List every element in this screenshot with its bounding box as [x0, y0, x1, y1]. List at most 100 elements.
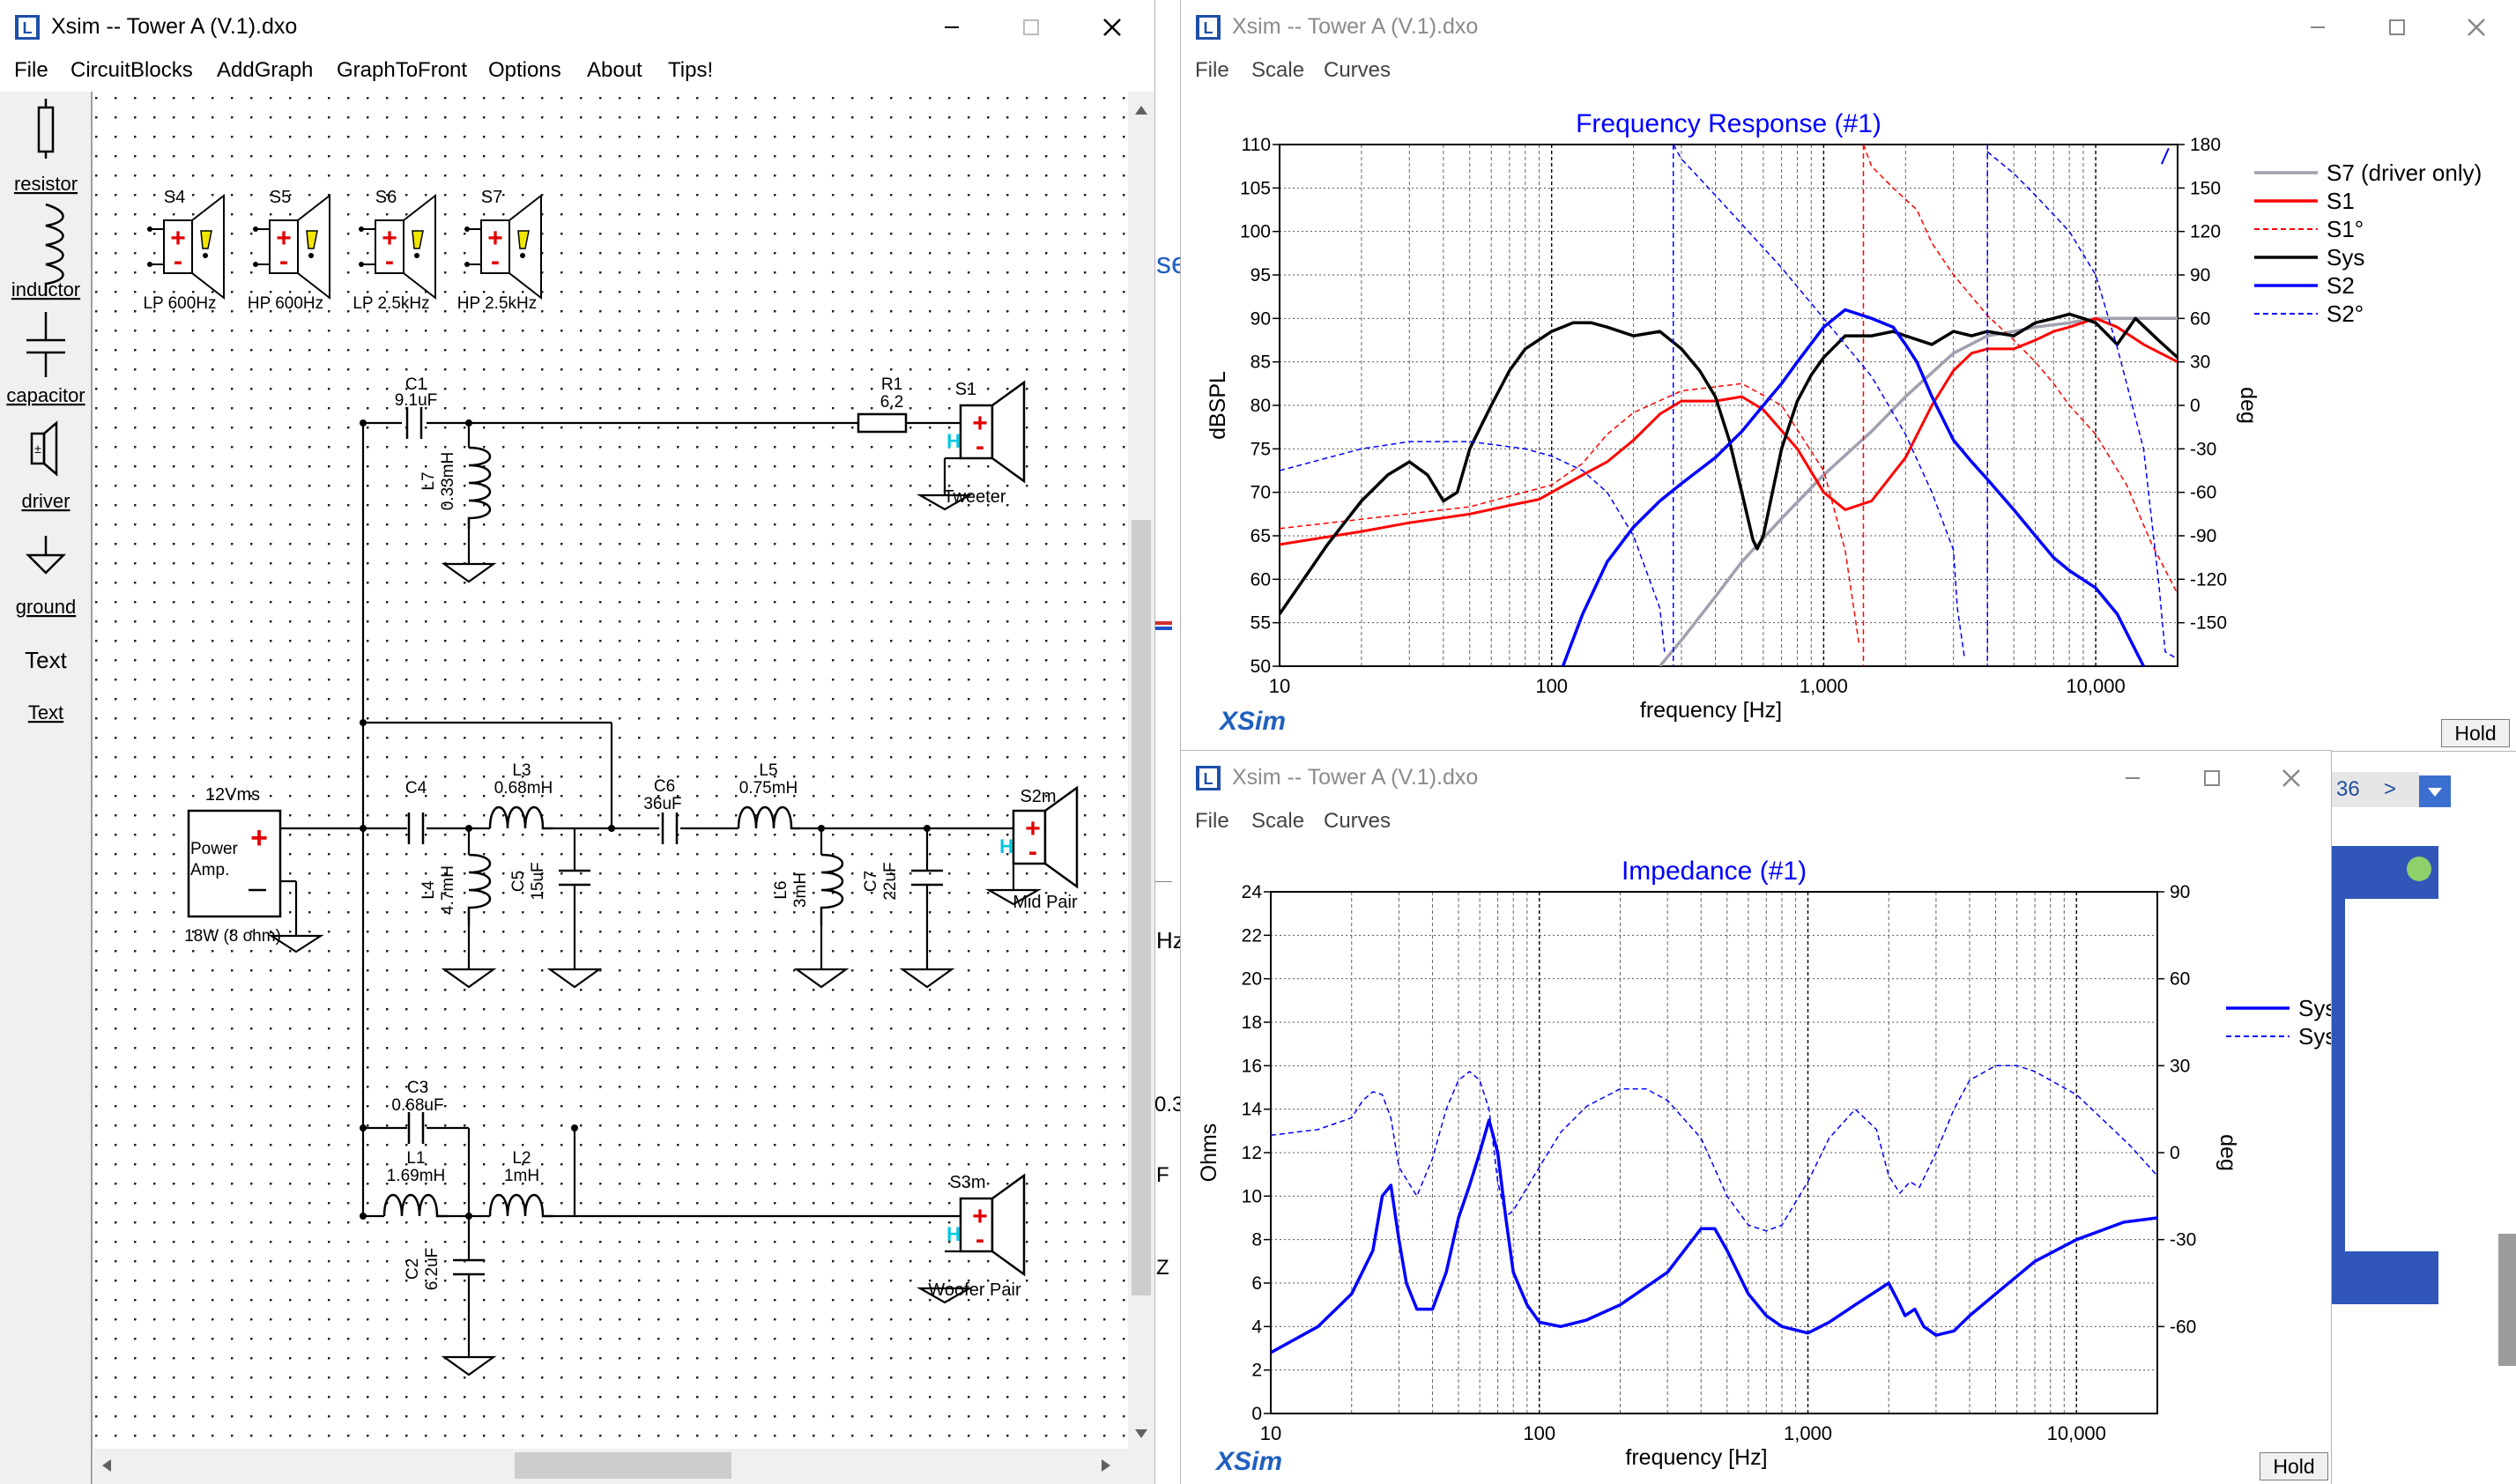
freq-titlebar[interactable]: L Xsim -- Tower A (V.1).dxo: [1181, 0, 2516, 55]
palette-ground[interactable]: [25, 536, 67, 575]
driver-s3-name: Woofer Pair: [928, 1280, 1021, 1300]
speaker-block-s7[interactable]: +-: [464, 193, 542, 301]
speaker-block-s4[interactable]: +-: [147, 193, 225, 301]
palette-label-resistor: resistor: [14, 173, 78, 195]
capacitor-c1[interactable]: [405, 407, 423, 439]
y-tick-label: 14: [1242, 1100, 1263, 1120]
xsim-app-icon: L: [1196, 766, 1221, 790]
legend-label-s1[interactable]: S1°: [2327, 216, 2364, 242]
menu-file[interactable]: File: [1195, 809, 1229, 833]
imp-titlebar[interactable]: L Xsim -- Tower A (V.1).dxo: [1181, 751, 2331, 805]
capacitor-c7[interactable]: [911, 869, 943, 887]
schematic-titlebar[interactable]: L Xsim -- Tower A (V.1).dxo: [0, 0, 1154, 55]
capacitor-c3[interactable]: [407, 1112, 425, 1144]
bg-panel-dropdown[interactable]: [2419, 775, 2451, 807]
hold-button[interactable]: Hold: [2260, 1452, 2328, 1480]
capacitor-c2[interactable]: [453, 1258, 485, 1276]
speaker-block-s6[interactable]: +-: [359, 193, 436, 301]
frequency-response-chart[interactable]: 50556065707580859095100105110-150-120-90…: [1181, 88, 2516, 751]
l2-value: 1mH: [504, 1167, 539, 1185]
bg-panel-collapse-icon[interactable]: [2407, 857, 2431, 881]
resistor-r1[interactable]: [857, 412, 908, 434]
menu-scale[interactable]: Scale: [1251, 58, 1305, 82]
y-tick-label: 4: [1251, 1317, 1262, 1337]
legend-label-sys[interactable]: Sys: [2298, 995, 2331, 1021]
menu-scale[interactable]: Scale: [1251, 809, 1305, 833]
legend-label-s2[interactable]: S2°: [2327, 301, 2364, 327]
close-button[interactable]: [2450, 5, 2503, 49]
minimize-button[interactable]: [925, 5, 978, 49]
menu-curves[interactable]: Curves: [1324, 809, 1392, 833]
palette-resistor[interactable]: [37, 99, 55, 159]
legend-label-sys[interactable]: Sys°: [2298, 1023, 2331, 1050]
capacitor-c4[interactable]: [407, 812, 425, 844]
svg-text:+: +: [972, 1202, 988, 1231]
svg-text:-: -: [491, 247, 500, 276]
speaker-block-s5-ref: S5: [270, 188, 291, 207]
inductor-l2[interactable]: [488, 1193, 553, 1218]
c7-value: 22uF: [881, 862, 900, 900]
inductor-l3[interactable]: [488, 805, 553, 830]
minimize-button[interactable]: [2106, 756, 2159, 800]
scroll-down-arrow[interactable]: [1135, 1429, 1147, 1438]
bg-fragment-36: 36: [2336, 777, 2360, 801]
inductor-l6[interactable]: [820, 853, 844, 925]
capacitor-c5[interactable]: [559, 869, 590, 887]
inductor-l7[interactable]: [467, 446, 492, 529]
driver-s3-woofer-pair[interactable]: +- H: [946, 1173, 1026, 1277]
legend-label-s2[interactable]: S2: [2327, 272, 2355, 299]
y2-tick-label: -150: [2190, 613, 2227, 634]
series-group: [1280, 145, 2178, 666]
menu-file[interactable]: File: [14, 58, 48, 82]
menu-tips[interactable]: Tips!: [668, 58, 714, 82]
menu-circuitblocks[interactable]: CircuitBlocks: [71, 58, 193, 82]
maximize-button[interactable]: [1005, 5, 1058, 49]
scroll-right-arrow[interactable]: [1102, 1459, 1110, 1472]
c3-value: 0.68uF: [391, 1096, 443, 1115]
svg-text:±: ±: [34, 441, 41, 456]
y-tick-label: 16: [1242, 1056, 1262, 1076]
palette-text-icon[interactable]: Text: [25, 647, 67, 673]
bg-fragment-next[interactable]: >: [2384, 777, 2397, 801]
bg-fragment-z: Z: [1156, 1256, 1169, 1280]
palette-inductor[interactable]: [44, 203, 64, 296]
driver-s1-tweeter[interactable]: +- H: [946, 380, 1026, 484]
scroll-left-arrow[interactable]: [102, 1459, 111, 1472]
bg-panel-box: [2331, 846, 2438, 1304]
legend-label-s1[interactable]: S1: [2327, 188, 2355, 214]
inductor-l4[interactable]: [467, 853, 492, 925]
close-button[interactable]: [2265, 756, 2318, 800]
horizontal-scroll-thumb[interactable]: [515, 1452, 731, 1479]
legend-label-sys[interactable]: Sys: [2327, 244, 2364, 271]
palette-capacitor[interactable]: [26, 312, 65, 377]
driver-s2-mid-pair[interactable]: +- H: [999, 785, 1079, 889]
menu-graphtofront[interactable]: GraphToFront: [337, 58, 468, 82]
schematic-body: ± Text resistor inductor capacitor drive…: [0, 92, 1154, 1484]
menu-addgraph[interactable]: AddGraph: [217, 58, 314, 82]
hold-button[interactable]: Hold: [2441, 719, 2510, 747]
speaker-block-s5[interactable]: +-: [253, 193, 330, 301]
maximize-button[interactable]: [2371, 5, 2423, 49]
menu-about[interactable]: About: [587, 58, 642, 82]
capacitor-c6[interactable]: [661, 812, 679, 844]
maximize-button[interactable]: [2186, 756, 2238, 800]
menu-options[interactable]: Options: [488, 58, 561, 82]
y-axis-label: Ohms: [1197, 1124, 1221, 1183]
palette-driver[interactable]: ±: [30, 420, 58, 477]
minimize-button[interactable]: [2291, 5, 2344, 49]
vertical-scroll-thumb[interactable]: [1132, 520, 1151, 1295]
legend-label-s7-driver-only[interactable]: S7 (driver only): [2327, 160, 2482, 186]
speaker-block-s6-ref: S6: [375, 188, 397, 207]
y-tick-label: 55: [1251, 613, 1271, 634]
y-tick-label: 100: [1240, 222, 1271, 242]
inductor-l5[interactable]: [737, 805, 800, 830]
scroll-up-arrow[interactable]: [1135, 106, 1147, 115]
menu-file[interactable]: File: [1195, 58, 1229, 82]
svg-text:+: +: [250, 821, 268, 855]
y-tick-label: 12: [1242, 1143, 1262, 1163]
power-amp[interactable]: +: [187, 809, 282, 918]
menu-curves[interactable]: Curves: [1324, 58, 1392, 82]
close-button[interactable]: [1086, 5, 1139, 49]
inductor-l1[interactable]: [382, 1193, 448, 1218]
